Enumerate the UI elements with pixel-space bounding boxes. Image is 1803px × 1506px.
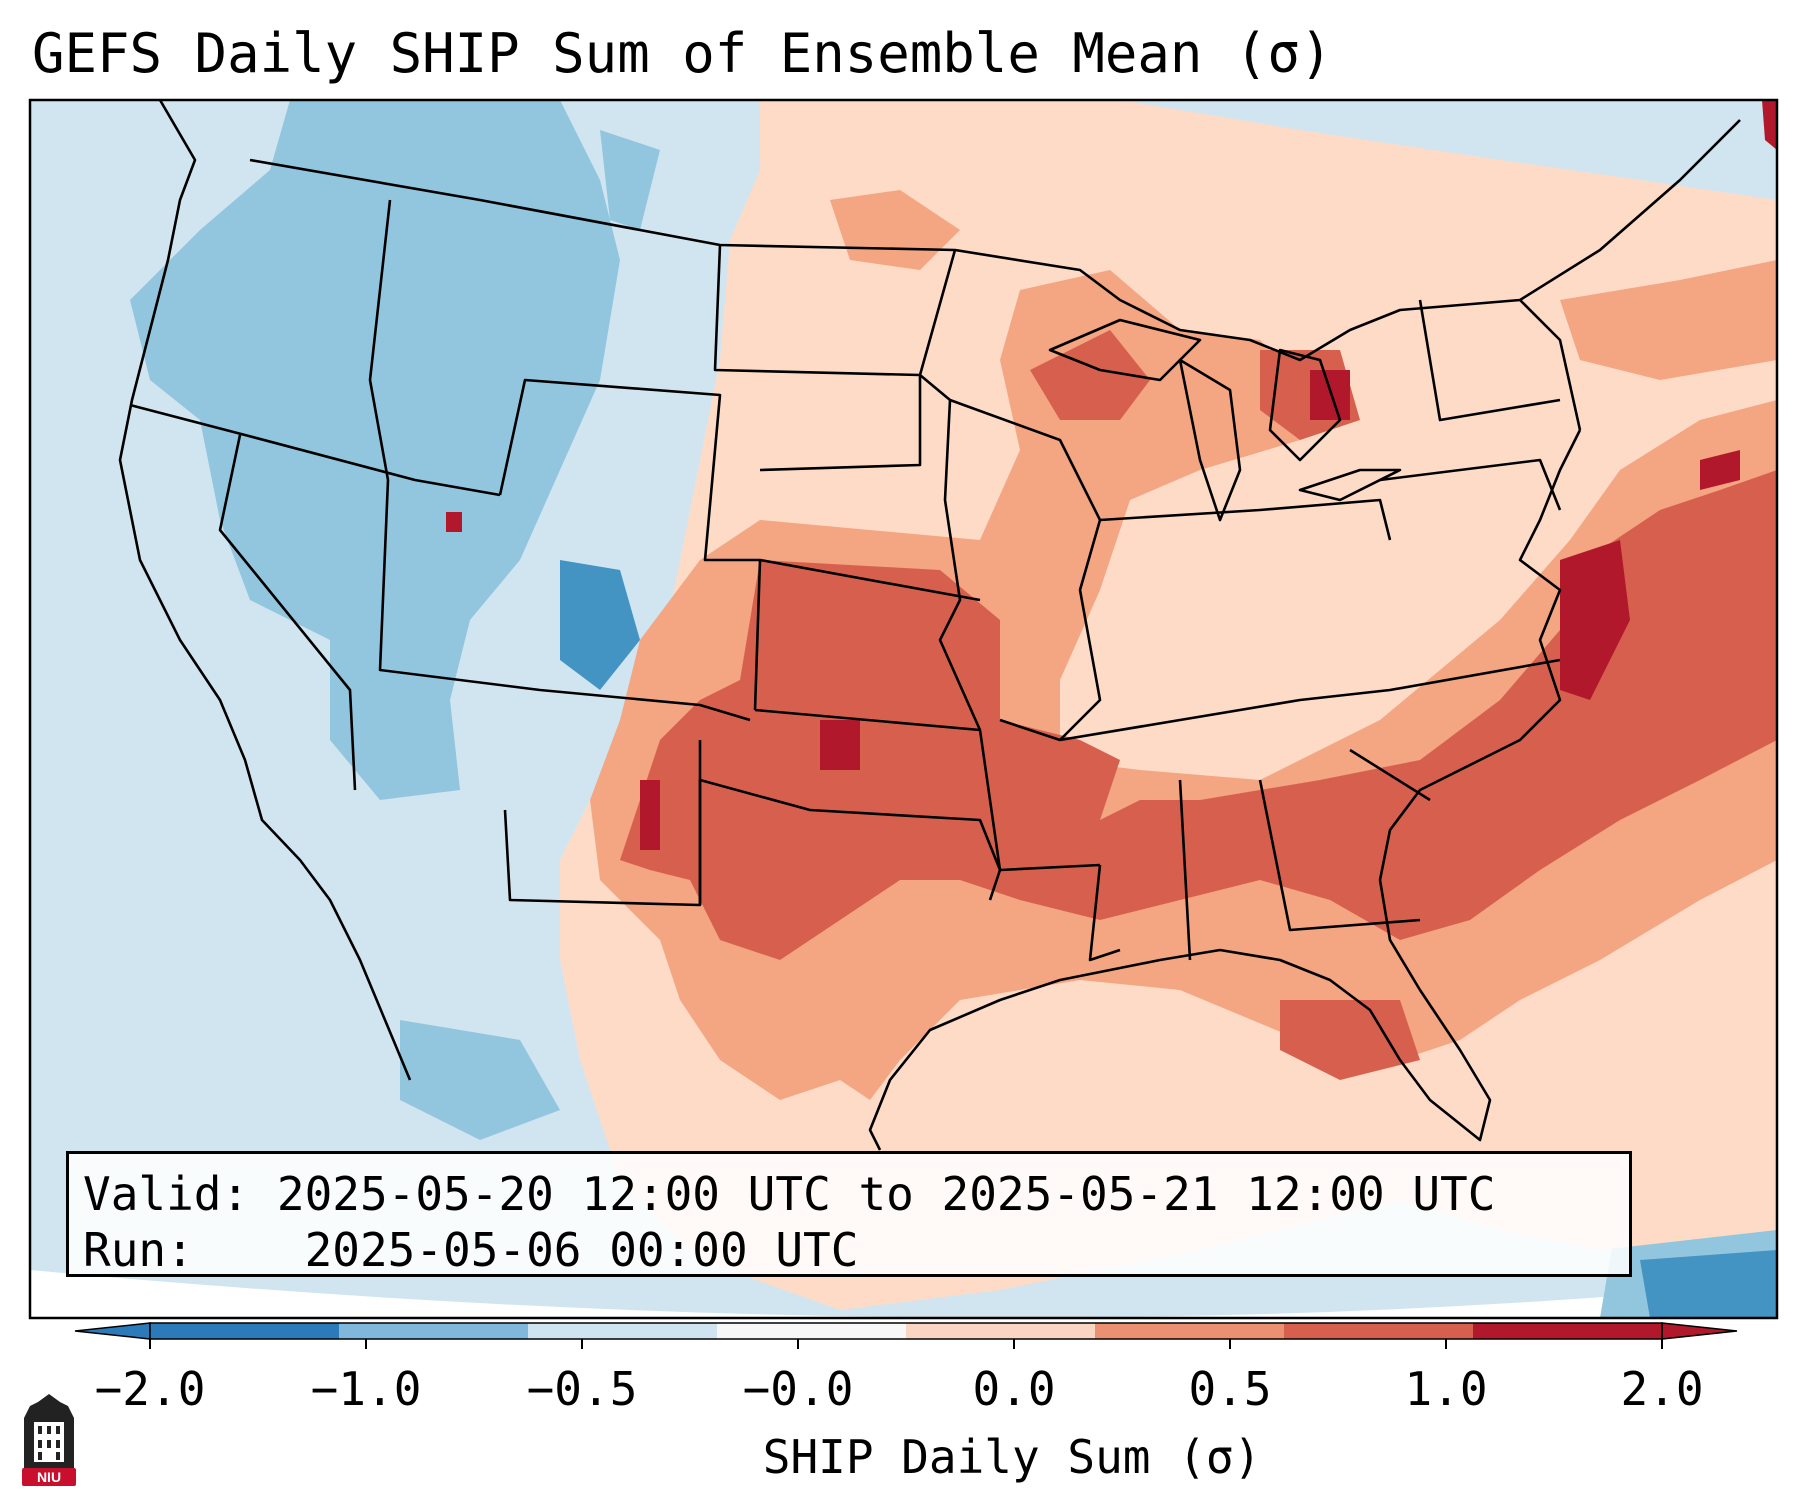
valid-value: 2025-05-20 12:00 UTC to 2025-05-21 12:00… [276,1167,1496,1221]
colorbar-segment [1284,1323,1474,1339]
boundaries-layer [118,100,1741,1151]
colorbar-tick-label: −2.0 [94,1362,206,1416]
colorbar-outline [149,1322,1663,1340]
colorbar-label: SHIP Daily Sum (σ) [762,1430,1262,1484]
run-info-box: Valid: 2025-05-20 12:00 UTC to 2025-05-2… [66,1151,1632,1277]
colorbar-tick-label: 2.0 [1620,1362,1704,1416]
colorbar-extend-low [74,1322,151,1340]
colorbar-tick-label: −1.0 [310,1362,422,1416]
colorbar [74,1322,1738,1349]
colorbar-segment [1095,1323,1285,1339]
run-label: Run: [83,1223,194,1277]
colorbar-tick-label: 0.0 [972,1362,1056,1416]
shading-layer [30,100,1777,1318]
colorbar-segment [150,1323,340,1339]
colorbar-tick-label: 1.0 [1404,1362,1488,1416]
colorbar-tick-label: 0.5 [1188,1362,1272,1416]
colorbar-segment [339,1323,529,1339]
colorbar-segment [1473,1323,1663,1339]
logo-text: NIU [37,1469,61,1485]
colorbar-tick-label: −0.5 [526,1362,638,1416]
valid-label: Valid: [83,1167,250,1221]
colorbar-segment [906,1323,1096,1339]
colorbar-tick-label: −0.0 [742,1362,854,1416]
niu-tower-logo-icon: NIU [22,1394,76,1486]
run-value: 2025-05-06 00:00 UTC [304,1223,859,1277]
map-frame [28,98,1779,1320]
map-title: GEFS Daily SHIP Sum of Ensemble Mean (σ) [32,22,1333,85]
colorbar-extend-high [1661,1322,1738,1340]
colorbar-segment [717,1323,907,1339]
colorbar-segment [528,1323,718,1339]
